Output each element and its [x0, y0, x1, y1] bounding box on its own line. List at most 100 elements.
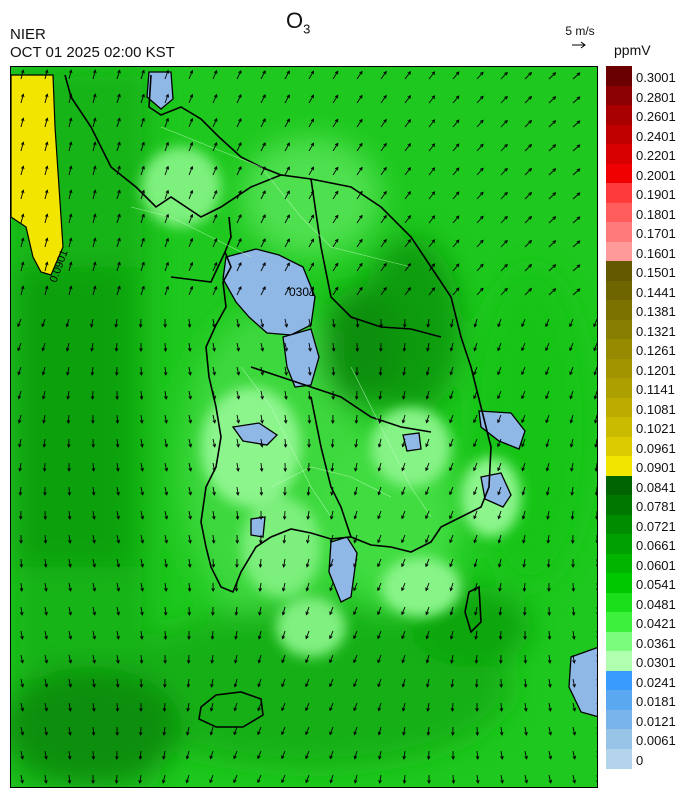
wind-vector-head	[140, 587, 144, 592]
wind-vector-head	[165, 117, 170, 122]
wind-vector-head	[377, 707, 382, 712]
wind-vector-head	[572, 635, 576, 640]
wind-vector-head	[66, 371, 70, 376]
legend-swatch	[606, 495, 632, 515]
wind-vector-head	[383, 142, 387, 147]
district-boundaries	[130, 126, 432, 518]
wind-vector-head	[115, 732, 120, 736]
wind-vector	[476, 167, 484, 176]
legend-swatch	[606, 748, 632, 769]
wind-vector-head	[331, 420, 335, 424]
legend-swatch	[606, 85, 632, 106]
wind-vector-head	[238, 286, 242, 290]
wind-vector	[379, 390, 382, 399]
wind-vector-head	[572, 779, 576, 784]
wind-vector	[427, 726, 430, 736]
wind-vector-head	[378, 419, 382, 424]
wind-vector	[284, 94, 290, 104]
wind-vector-head	[163, 612, 168, 616]
wind-vector	[68, 702, 71, 711]
wind-vector-head	[595, 564, 597, 567]
legend-label: 0.1021	[636, 421, 676, 437]
wind-vector	[44, 774, 47, 783]
wind-vector	[164, 582, 167, 591]
wind-vector-head	[68, 285, 73, 290]
wind-vector	[593, 342, 597, 351]
wind-vector	[116, 630, 119, 639]
wind-vector-head	[571, 588, 576, 592]
wind-vector-head	[305, 683, 309, 688]
wind-vector-head	[43, 492, 47, 496]
wind-vector	[308, 118, 314, 128]
wind-vector-head	[163, 348, 168, 352]
wind-vector	[140, 118, 145, 128]
wind-vector-head	[262, 70, 266, 75]
wind-vector-head	[281, 731, 285, 736]
wind-vector	[210, 726, 214, 735]
wind-vector	[68, 630, 72, 639]
wind-vector-head	[407, 215, 411, 219]
wind-vector	[257, 678, 262, 687]
wind-vector-head	[359, 142, 363, 147]
wind-vector	[522, 510, 526, 519]
wind-vector-head	[262, 238, 266, 243]
wind-vector-head	[235, 564, 239, 568]
wind-vector	[258, 630, 262, 639]
wind-vector	[401, 630, 406, 639]
wind-vector	[548, 96, 556, 104]
wind-vector	[115, 774, 118, 784]
wind-vector	[164, 94, 169, 104]
wind-vector	[20, 702, 24, 711]
wind-vector	[402, 654, 406, 663]
wind-vector	[330, 510, 334, 519]
wind-vector	[163, 726, 166, 735]
wind-vector-head	[20, 213, 25, 218]
wind-vector-head	[500, 755, 504, 760]
wind-vector-head	[213, 93, 218, 98]
wind-vector	[212, 438, 216, 447]
wind-vector	[284, 390, 287, 399]
wind-vector-head	[455, 167, 460, 172]
wind-vector-head	[310, 190, 314, 195]
wind-vector-head	[401, 515, 405, 520]
wind-vector-head	[235, 516, 240, 520]
wind-vector	[356, 95, 363, 104]
wind-vector	[188, 94, 193, 104]
wind-vector-head	[497, 467, 501, 472]
wind-vector-head	[141, 213, 145, 218]
wind-vector-head	[595, 588, 597, 591]
wind-vector-head	[426, 683, 430, 688]
wind-vector-head	[528, 95, 533, 100]
wind-vector	[236, 94, 242, 104]
wind-vector	[428, 239, 435, 248]
wind-vector	[331, 486, 334, 495]
wind-vector	[44, 702, 48, 711]
wind-vector-head	[117, 213, 121, 218]
wind-vector-head	[141, 285, 145, 290]
wind-vector	[164, 142, 169, 152]
wind-vector-head	[68, 683, 72, 688]
wind-vector-head	[359, 94, 363, 99]
wind-vector-head	[552, 240, 557, 244]
wind-vector-head	[286, 214, 290, 219]
legend-swatch	[606, 66, 632, 86]
wind-vector	[425, 558, 430, 567]
wind-vector	[44, 726, 48, 735]
wind-vector-head	[286, 286, 290, 291]
wind-vector-head	[331, 372, 336, 376]
wind-vector	[212, 94, 218, 104]
wind-vector	[90, 318, 94, 327]
wind-vector-head	[20, 141, 25, 146]
wind-vector-head	[449, 371, 454, 376]
wind-vector	[140, 142, 145, 152]
wind-vector	[260, 214, 266, 224]
wind-vector	[377, 630, 382, 639]
wind-vector-head	[187, 636, 191, 640]
ozone-map-canvas: 0301 0.0901	[11, 67, 597, 787]
wind-vector-head	[67, 516, 72, 520]
wind-vector	[305, 726, 310, 735]
wind-vector	[236, 414, 240, 423]
wind-vector-head	[431, 71, 436, 75]
wind-vector	[164, 486, 168, 495]
wind-vector	[596, 703, 597, 706]
